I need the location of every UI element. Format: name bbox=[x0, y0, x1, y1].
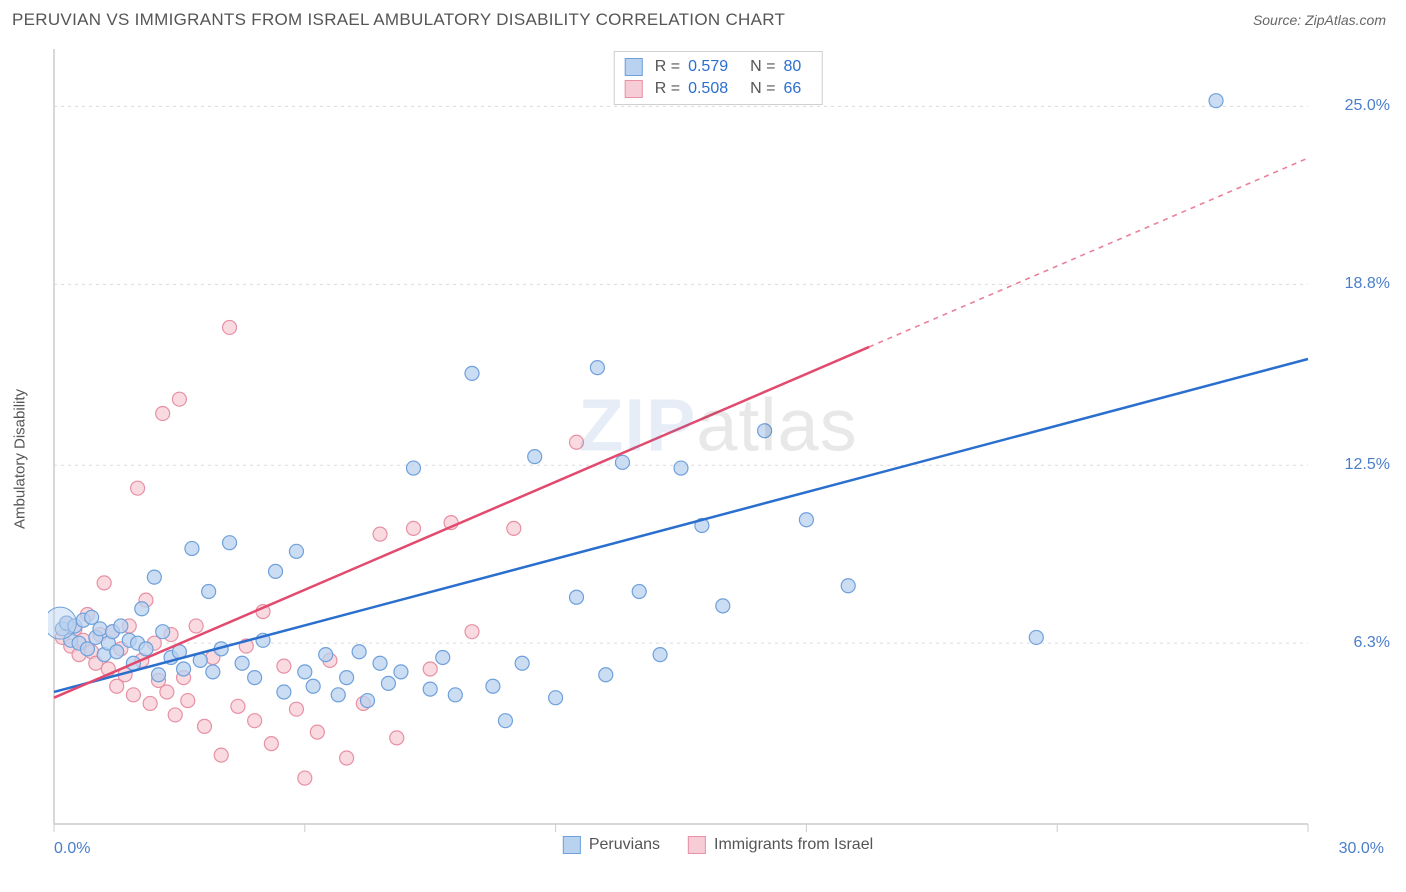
source-label: Source: ZipAtlas.com bbox=[1253, 12, 1386, 28]
y-tick-label: 18.8% bbox=[1345, 275, 1390, 293]
y-tick-label: 12.5% bbox=[1345, 456, 1390, 474]
series-legend: Peruvians Immigrants from Israel bbox=[563, 836, 873, 854]
y-tick-label: 6.3% bbox=[1354, 634, 1390, 652]
chart-title: PERUVIAN VS IMMIGRANTS FROM ISRAEL AMBUL… bbox=[12, 10, 785, 30]
y-axis-label: Ambulatory Disability bbox=[12, 388, 29, 528]
correlation-legend: R = 0.579N = 80R = 0.508N = 66 bbox=[614, 51, 823, 105]
y-tick-label: 25.0% bbox=[1345, 97, 1390, 115]
x-tick-label: 30.0% bbox=[1339, 840, 1384, 858]
legend-item: Peruvians bbox=[563, 836, 660, 854]
chart-area: Ambulatory Disability 6.3%12.5%18.8%25.0… bbox=[48, 45, 1388, 872]
x-tick-label: 0.0% bbox=[54, 840, 90, 858]
legend-item: Immigrants from Israel bbox=[688, 836, 873, 854]
